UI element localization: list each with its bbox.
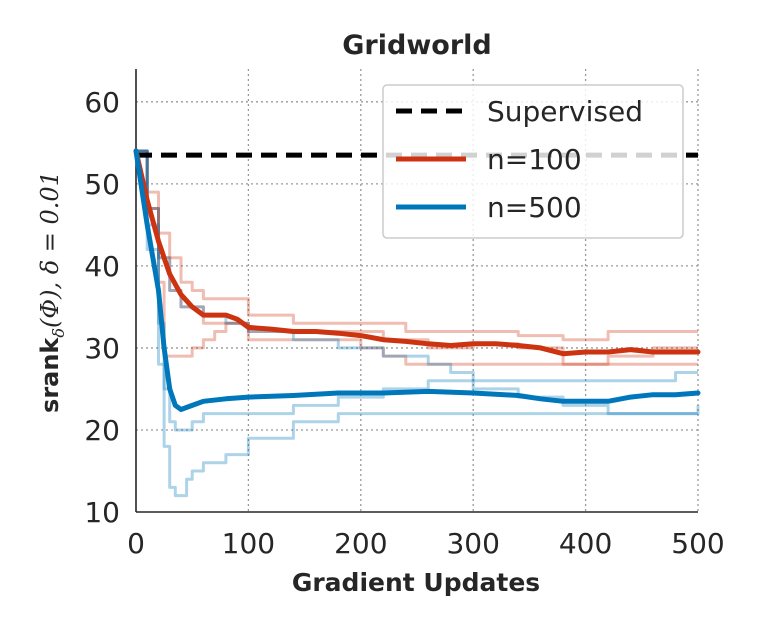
- y-tick-labels: 10 20 30 40 50 60: [84, 86, 120, 529]
- legend-label-supervised: Supervised: [487, 95, 643, 128]
- legend-frame: [382, 84, 684, 239]
- x-axis-label: Gradient Updates: [292, 568, 540, 597]
- y-axis-label-rest: (Φ), δ = 0.01: [36, 171, 64, 328]
- x-tick-label-300: 300: [446, 527, 499, 560]
- chart-title: Gridworld: [342, 30, 491, 61]
- legend-label-n500: n=500: [487, 191, 582, 224]
- axes: [135, 69, 698, 513]
- mean-lines: [133, 148, 701, 412]
- y-axis-label-sub: δ: [49, 328, 68, 338]
- x-tick-label-0: 0: [127, 527, 145, 560]
- x-tick-labels: 0 100 200 300 400 500: [127, 527, 725, 560]
- y-tick-label-40: 40: [84, 250, 120, 283]
- run-line-n100-1: [136, 149, 698, 342]
- run-line-n500-3: [136, 149, 700, 416]
- x-tick-label-500: 500: [671, 527, 724, 560]
- mean-line-n500: [133, 148, 701, 412]
- x-tick-label-200: 200: [334, 527, 387, 560]
- y-axis-label: srankδ(Φ), δ = 0.01: [36, 171, 68, 413]
- x-tick-label-100: 100: [222, 527, 275, 560]
- mean-line-n100: [133, 148, 701, 357]
- y-tick-label-50: 50: [84, 168, 120, 201]
- y-tick-label-10: 10: [84, 496, 120, 529]
- y-axis-label-main: srank: [36, 337, 64, 413]
- legend-label-n100: n=100: [487, 143, 582, 176]
- y-tick-label-60: 60: [84, 86, 120, 119]
- run-line-n500-1: [136, 149, 698, 498]
- x-tick-label-400: 400: [559, 527, 612, 560]
- legend: Supervised n=100 n=500: [382, 84, 684, 239]
- y-tick-label-20: 20: [84, 414, 120, 447]
- y-tick-label-30: 30: [84, 332, 120, 365]
